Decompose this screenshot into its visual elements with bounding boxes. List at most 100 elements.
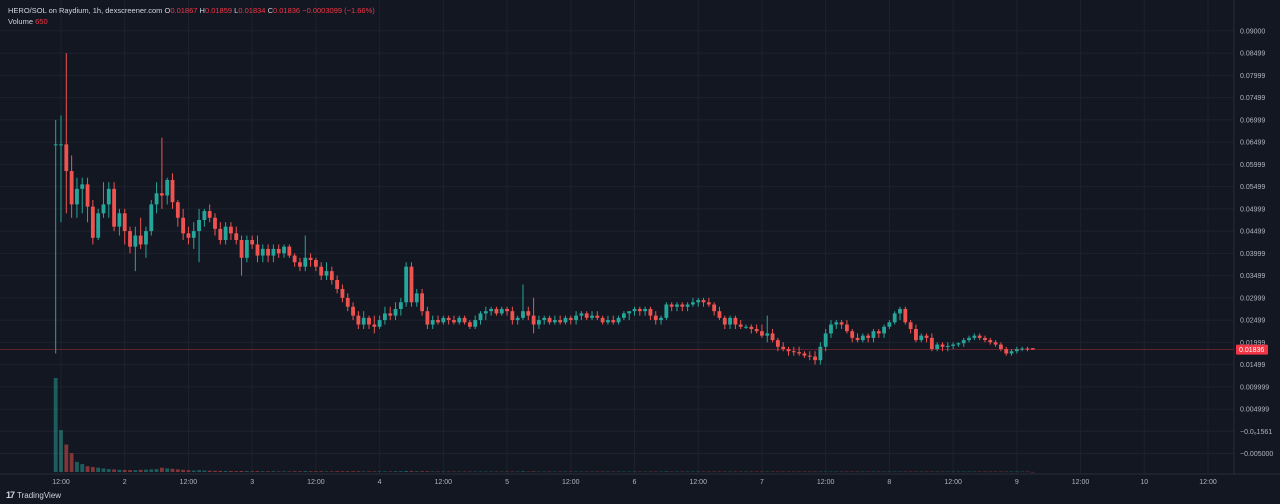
candle-body <box>319 266 324 276</box>
price-axis[interactable]: 0.09000 0.08499 0.07999 0.07499 0.06999 0.064… <box>1240 28 1273 458</box>
candle-body <box>186 233 191 238</box>
candle-body <box>260 248 265 256</box>
volume-bar <box>797 471 802 473</box>
candle-body <box>436 320 440 323</box>
time-tick-label: 9 <box>1015 479 1019 486</box>
volume-bar <box>202 470 207 472</box>
candle-body <box>552 320 557 323</box>
tradingview-logo-icon: 17 <box>6 490 15 500</box>
volume-bar <box>149 469 154 472</box>
candle-body <box>175 202 180 218</box>
volume-bar <box>218 470 223 472</box>
volume-bar <box>255 471 260 472</box>
volume-bar <box>563 471 568 473</box>
time-tick-label: 12:00 <box>52 479 70 486</box>
volume-bar <box>606 471 610 473</box>
candle-body <box>154 193 159 205</box>
candle-body <box>510 311 515 321</box>
volume-bar <box>537 471 541 473</box>
volume-bar <box>998 471 1003 473</box>
volume-bar <box>590 471 594 473</box>
candle-body <box>213 217 217 229</box>
candle-body <box>903 308 908 323</box>
candle-body <box>728 317 732 325</box>
volume-bar <box>611 471 616 473</box>
volume-bar <box>993 471 998 473</box>
candle-body <box>627 311 632 314</box>
time-tick-label: 7 <box>760 479 764 486</box>
candle-body <box>590 315 594 318</box>
candle-body <box>1004 349 1009 354</box>
candle-body <box>972 335 977 338</box>
price-tick-label: 0.06999 <box>1240 117 1265 124</box>
volume-bar <box>356 471 361 472</box>
volume-bar <box>813 471 817 473</box>
candle-body <box>420 293 425 312</box>
volume-bar <box>632 471 637 473</box>
volume-bar <box>760 471 764 473</box>
price-tick-label: 0.02999 <box>1240 295 1265 302</box>
volume-bar <box>467 471 472 473</box>
volume-bar <box>574 471 578 473</box>
volume-bar <box>701 471 706 473</box>
volume-bar <box>983 471 987 473</box>
volume-bar <box>462 471 467 473</box>
volume-bar <box>643 471 648 473</box>
candle-body <box>526 311 531 316</box>
symbol-title: HERO/SOL on Raydium, 1h, dexscreener.com <box>8 6 163 15</box>
candle-body <box>600 317 605 323</box>
grid-lines <box>0 0 1234 474</box>
candle-body <box>112 188 117 227</box>
candle-body <box>611 320 616 323</box>
volume-bar <box>229 470 233 472</box>
volume-bar <box>420 471 425 472</box>
price-tick-label: 0.02499 <box>1240 318 1265 325</box>
volume-bar <box>844 471 849 473</box>
price-tick-label: 0.04999 <box>1240 206 1265 213</box>
legend-header: HERO/SOL on Raydium, 1h, dexscreener.com… <box>8 6 375 16</box>
candle-body <box>234 233 239 240</box>
candle-body <box>181 217 186 234</box>
volume-bar <box>898 471 902 473</box>
volume-bar <box>754 471 759 473</box>
volume-label: Volume <box>8 17 34 26</box>
volume-bar <box>924 471 929 473</box>
candle-body <box>887 322 892 327</box>
time-tick-label: 6 <box>633 479 637 486</box>
low-label: L <box>234 6 239 15</box>
candle-body <box>202 211 207 220</box>
volume-bar <box>351 471 355 472</box>
candle-body <box>478 313 483 321</box>
volume-bar <box>239 470 244 472</box>
candle-body <box>308 257 313 261</box>
volume-bar <box>712 471 717 473</box>
candle-body <box>653 315 658 321</box>
candle-body <box>452 320 456 323</box>
close-value: 0.01836 <box>272 6 301 15</box>
time-axis[interactable]: 12:00 2 12:00 3 12:00 4 12:00 5 12:00 6 12:00 7 12:0… <box>52 479 1217 486</box>
last-price-label: 0.01836 <box>1239 347 1264 354</box>
candle-body <box>706 302 711 305</box>
volume-bar <box>765 471 770 473</box>
candle-body <box>882 326 886 334</box>
candle-body <box>1009 351 1014 354</box>
price-tick-label: 0.05999 <box>1240 162 1265 169</box>
volume-bar <box>866 471 871 473</box>
volume-bar <box>489 471 494 473</box>
candle-body <box>393 308 398 316</box>
volume-bar <box>940 471 945 473</box>
volume-bar <box>935 471 940 473</box>
candle-body <box>377 320 382 327</box>
volume-bar <box>287 471 292 472</box>
tradingview-watermark[interactable]: 17 TradingView <box>6 490 61 500</box>
candle-body <box>292 255 297 263</box>
volume-bar <box>929 471 934 473</box>
candle-body <box>691 302 695 305</box>
candle-body <box>64 144 69 172</box>
volume-bar <box>961 471 966 473</box>
candle-body <box>521 311 525 318</box>
candle-body <box>632 308 637 312</box>
candle-body <box>563 317 568 323</box>
volume-bar <box>871 471 876 473</box>
